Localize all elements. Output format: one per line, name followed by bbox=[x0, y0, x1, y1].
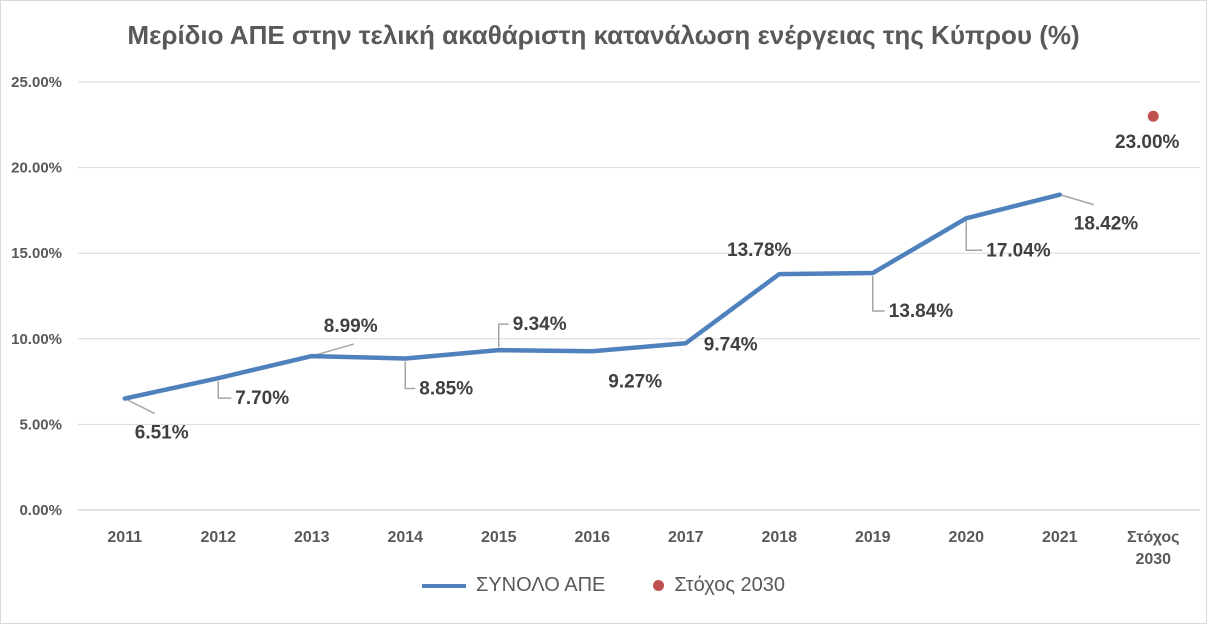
data-label: 7.70% bbox=[235, 388, 289, 409]
x-tick-label: 2012 bbox=[200, 529, 236, 546]
data-labels: 6.51% 7.70% 8.99% 8.85% 9.34% 9.27% 9.74% 13.78… bbox=[135, 132, 1180, 443]
x-tick-label: 2019 bbox=[855, 529, 891, 546]
legend-line-swatch bbox=[421, 583, 466, 588]
x-tick-label: Στόχος 2030 bbox=[1127, 529, 1179, 568]
data-label: 9.27% bbox=[608, 371, 662, 392]
x-tick-label: 2014 bbox=[387, 529, 423, 546]
y-tick-label: 5.00% bbox=[19, 416, 62, 433]
data-label: 6.51% bbox=[135, 423, 189, 444]
y-tick-label: 20.00% bbox=[11, 160, 62, 177]
x-tick-line: 2011 bbox=[107, 529, 142, 546]
label-leader bbox=[965, 221, 983, 252]
x-tick-label: 2020 bbox=[948, 529, 984, 546]
x-tick-line: 2030 bbox=[1135, 551, 1171, 568]
data-label-target: 23.00% bbox=[1115, 132, 1180, 153]
legend-label-target: Στόχος 2030 bbox=[674, 574, 786, 596]
x-tick-line: 2021 bbox=[1042, 529, 1078, 546]
x-tick-label: 2018 bbox=[761, 529, 797, 546]
y-tick-label: 0.00% bbox=[19, 502, 62, 519]
x-tick-line: 2018 bbox=[761, 529, 797, 546]
data-label: 8.85% bbox=[419, 378, 473, 399]
data-label: 13.78% bbox=[727, 240, 792, 261]
x-tick-line: 2019 bbox=[855, 529, 891, 546]
data-label: 17.04% bbox=[986, 240, 1051, 261]
label-leader bbox=[404, 361, 416, 390]
label-leader bbox=[1059, 193, 1094, 206]
legend: ΣΥΝΟΛΟ ΑΠΕ Στόχος 2030 bbox=[0, 574, 1207, 597]
data-label: 18.42% bbox=[1074, 214, 1139, 235]
x-tick-label: 2013 bbox=[294, 529, 330, 546]
label-leader bbox=[217, 381, 232, 399]
chart-title: Μερίδιο ΑΠΕ στην τελική ακαθάριστη καταν… bbox=[127, 20, 1080, 50]
data-label-leaders bbox=[124, 193, 1094, 415]
x-tick-label: 2017 bbox=[668, 529, 704, 546]
data-label: 8.99% bbox=[324, 316, 378, 337]
x-tick-label: 2011 bbox=[107, 529, 142, 546]
data-label: 13.84% bbox=[889, 301, 954, 322]
label-leader bbox=[872, 276, 885, 312]
x-tick-line: 2016 bbox=[574, 529, 610, 546]
legend-dot-swatch bbox=[653, 580, 665, 591]
legend-item-total[interactable]: ΣΥΝΟΛΟ ΑΠΕ bbox=[421, 574, 606, 597]
x-tick-label: 2016 bbox=[574, 529, 610, 546]
data-label: 9.34% bbox=[513, 314, 567, 335]
gridlines bbox=[78, 81, 1200, 511]
x-tick-line: 2012 bbox=[200, 529, 236, 546]
legend-label-total: ΣΥΝΟΛΟ ΑΠΕ bbox=[475, 574, 606, 596]
x-tick-line: 2013 bbox=[294, 529, 330, 546]
x-tick-line: 2020 bbox=[948, 529, 984, 546]
y-axis-ticks: 0.00% 5.00% 10.00% 15.00% 20.00% 25.00% bbox=[11, 74, 62, 519]
x-tick-label: 2021 bbox=[1042, 529, 1078, 546]
data-label: 9.74% bbox=[704, 334, 758, 355]
x-tick-line: Στόχος bbox=[1127, 529, 1179, 546]
y-tick-label: 25.00% bbox=[11, 74, 62, 91]
legend-item-target[interactable]: Στόχος 2030 bbox=[653, 574, 785, 597]
series-point-target bbox=[1147, 110, 1159, 122]
y-tick-label: 15.00% bbox=[11, 245, 62, 262]
series-line-total bbox=[122, 192, 1062, 401]
x-tick-line: 2015 bbox=[481, 529, 517, 546]
label-leader bbox=[498, 323, 509, 348]
x-tick-label: 2015 bbox=[481, 529, 517, 546]
y-tick-label: 10.00% bbox=[11, 331, 62, 348]
x-tick-line: 2017 bbox=[668, 529, 704, 546]
series-layer bbox=[122, 110, 1159, 401]
x-tick-line: 2014 bbox=[387, 529, 423, 546]
label-leader bbox=[124, 397, 156, 415]
x-axis-ticks: 2011 2012 2013 2014 2015 2016 2017 2018 2019 2020… bbox=[107, 529, 1179, 568]
